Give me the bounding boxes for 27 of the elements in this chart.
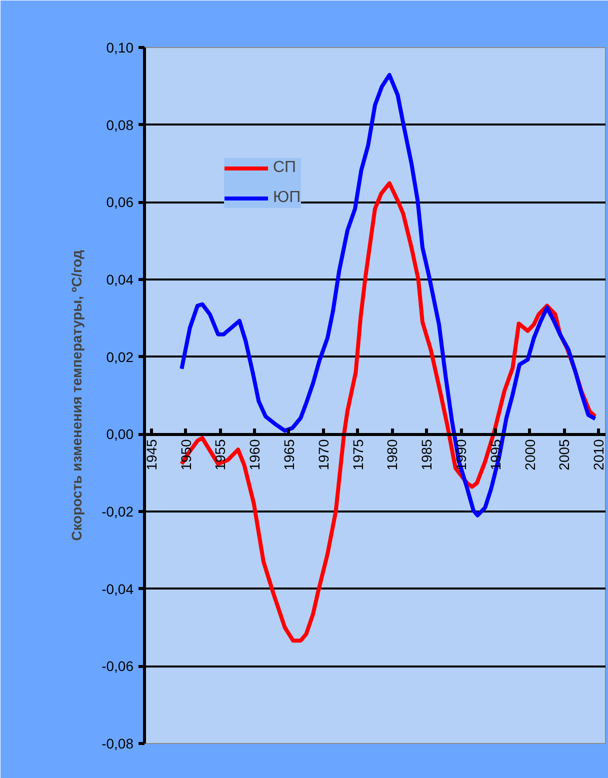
y-axis-title: Скорость изменения температуры, ºС/год [68, 250, 85, 541]
x-tick-label: 1975 [350, 438, 366, 470]
x-tick-label: 2000 [522, 438, 538, 470]
x-tick-label: 2005 [556, 438, 572, 470]
y-tick-label: 0,02 [106, 348, 134, 365]
y-tick-label: -0,06 [102, 658, 134, 674]
legend-label: СП [273, 159, 296, 177]
y-tick-label: 0,10 [106, 40, 134, 56]
x-tick-label: 1945 [143, 438, 160, 470]
legend-label: ЮП [273, 189, 301, 207]
x-tick-label: 1960 [246, 438, 263, 470]
y-tick-label: 0,08 [106, 116, 134, 133]
x-tick-label: 1955 [212, 438, 228, 470]
x-tick-label: 1965 [280, 438, 297, 470]
y-tick-label: -0,04 [102, 580, 134, 597]
x-tick-label: 1980 [384, 438, 400, 470]
x-tick-label: 1985 [418, 438, 435, 470]
y-tick-label: 0,00 [106, 426, 134, 442]
x-tick-label: 1950 [178, 438, 194, 470]
x-tick-label: 1995 [487, 438, 504, 470]
x-tick-label: 1970 [315, 438, 332, 470]
x-tick-label: 1990 [453, 438, 470, 470]
x-tick-label: 2010 [590, 438, 607, 470]
y-tick-label: -0,08 [102, 736, 134, 752]
y-tick-label: 0,06 [106, 194, 134, 210]
y-tick-label: 0,04 [106, 272, 134, 288]
y-tick-label: -0,02 [102, 504, 134, 520]
